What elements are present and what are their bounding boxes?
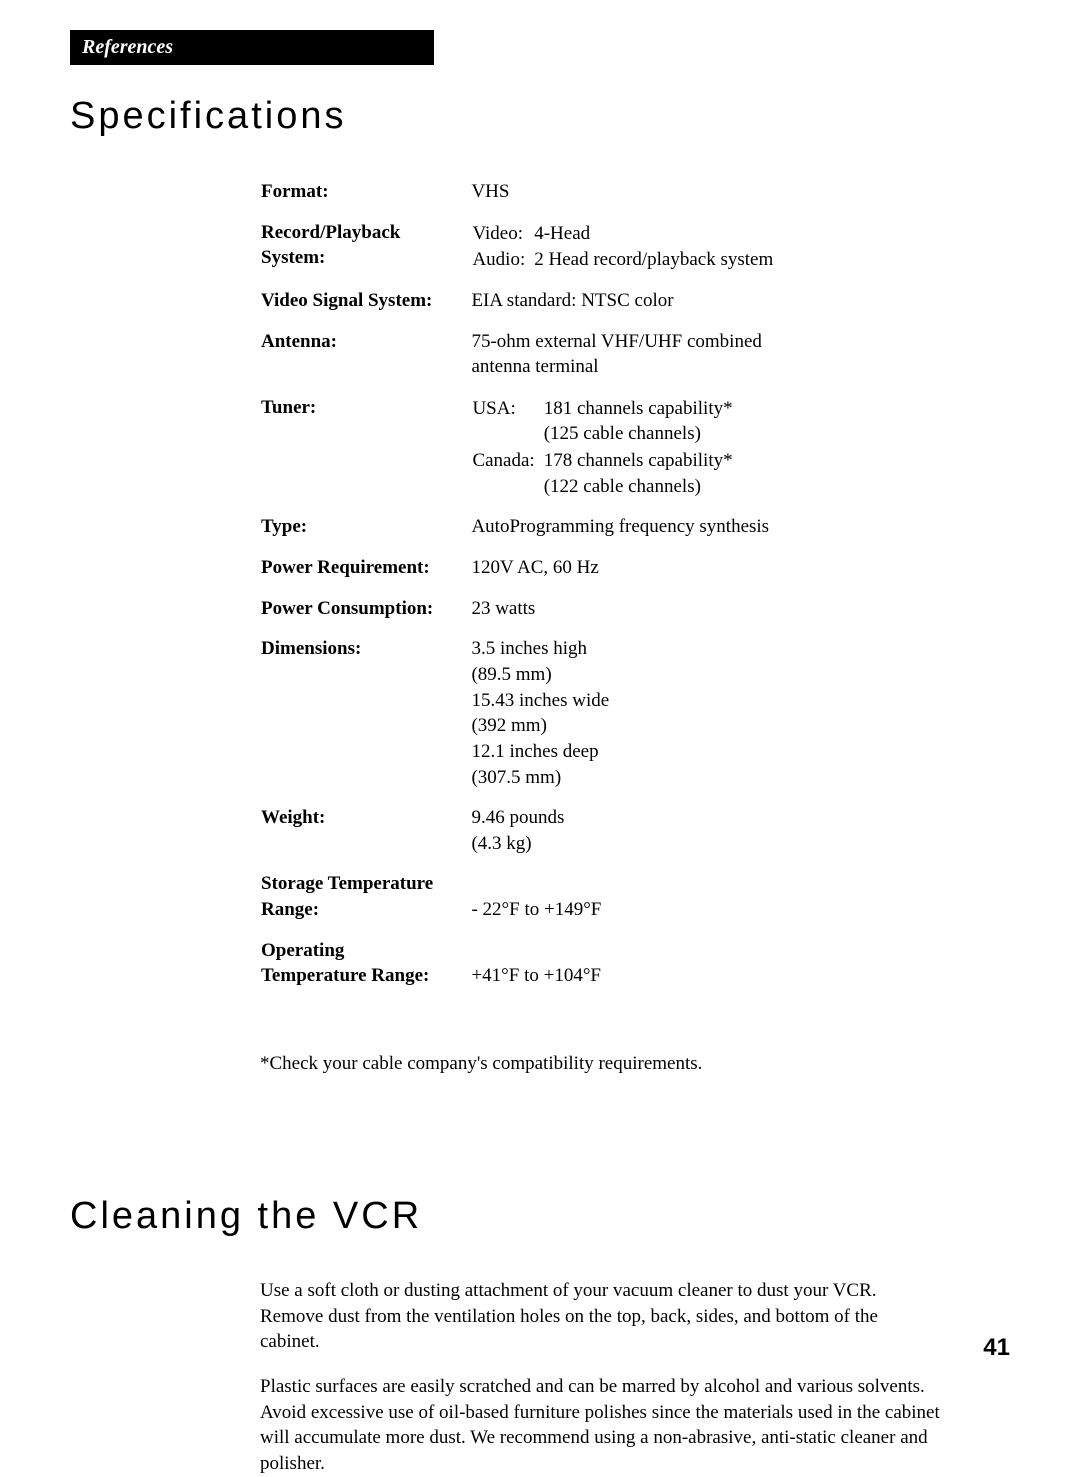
table-row: Tuner: USA: 181 channels capability* (12… — [260, 394, 940, 514]
spec-value: 23 watts — [470, 595, 940, 636]
spec-label-line: Storage Temperature — [261, 873, 433, 894]
spec-value-line: 181 channels capability* — [544, 398, 733, 419]
inner-key: USA: — [471, 395, 542, 447]
spec-value: USA: 181 channels capability* (125 cable… — [470, 394, 940, 514]
spec-label: Power Consumption: — [260, 595, 470, 636]
spec-value: EIA standard: NTSC color — [470, 287, 940, 328]
spec-value: AutoProgramming frequency synthesis — [470, 513, 940, 554]
table-row: Type: AutoProgramming frequency synthesi… — [260, 513, 940, 554]
spec-label: Dimensions: — [260, 635, 470, 804]
table-row: Format: VHS — [260, 178, 940, 219]
table-row: Weight: 9.46 pounds (4.3 kg) — [260, 804, 940, 870]
spec-label: Format: — [260, 178, 470, 219]
spec-value-line: (4.3 kg) — [471, 833, 531, 854]
page-number: 41 — [983, 1334, 1010, 1362]
spec-label: Video Signal System: — [260, 287, 470, 328]
table-row: Dimensions: 3.5 inches high (89.5 mm) 15… — [260, 635, 940, 804]
spec-label: Power Requirement: — [260, 554, 470, 595]
spec-value-line: (125 cable channels) — [544, 423, 701, 444]
spec-value: - 22°F to +149°F — [470, 870, 940, 936]
section-header: References — [70, 30, 434, 65]
footnote: *Check your cable company's compatibilit… — [260, 1053, 1010, 1075]
spec-value-line: (122 cable channels) — [544, 476, 701, 497]
spec-label: Antenna: — [260, 328, 470, 394]
table-row: Antenna: 75-ohm external VHF/UHF combine… — [260, 328, 940, 394]
spec-value-line: (392 mm) — [471, 715, 546, 736]
inner-table: USA: 181 channels capability* (125 cable… — [471, 395, 740, 500]
spec-value-line: (89.5 mm) — [471, 664, 551, 685]
spec-value-line: 3.5 inches high — [471, 638, 587, 659]
spec-label: Operating Temperature Range: — [260, 937, 470, 1003]
spec-label-line: Temperature Range: — [261, 965, 429, 986]
spec-label-line: System: — [261, 247, 325, 268]
table-row: Power Consumption: 23 watts — [260, 595, 940, 636]
specifications-table: Format: VHS Record/Playback System: Vide… — [260, 178, 940, 1003]
table-row: Operating Temperature Range: +41°F to +1… — [260, 937, 940, 1003]
spec-value-line: 9.46 pounds — [471, 807, 564, 828]
spec-value: 120V AC, 60 Hz — [470, 554, 940, 595]
inner-val: 4-Head — [533, 220, 781, 247]
cleaning-title: Cleaning the VCR — [70, 1195, 1010, 1238]
table-row: Storage Temperature Range: - 22°F to +14… — [260, 870, 940, 936]
inner-key: Canada: — [471, 447, 542, 499]
spec-label: Storage Temperature Range: — [260, 870, 470, 936]
inner-val: 181 channels capability* (125 cable chan… — [543, 395, 741, 447]
spec-label: Tuner: — [260, 394, 470, 514]
table-row: Power Requirement: 120V AC, 60 Hz — [260, 554, 940, 595]
spec-label-line: Record/Playback — [261, 222, 400, 243]
spec-label: Weight: — [260, 804, 470, 870]
spec-value-line: (307.5 mm) — [471, 767, 561, 788]
spec-value: 75-ohm external VHF/UHF combined antenna… — [470, 328, 940, 394]
table-row: Record/Playback System: Video:4-Head Aud… — [260, 219, 940, 287]
spec-label: Record/Playback System: — [260, 219, 470, 287]
spec-value: Video:4-Head Audio:2 Head record/playbac… — [470, 219, 940, 287]
spec-label-line: Range: — [261, 899, 319, 920]
cleaning-section: Cleaning the VCR Use a soft cloth or dus… — [70, 1195, 1010, 1476]
inner-key: Video: — [471, 220, 533, 247]
spec-value: +41°F to +104°F — [470, 937, 940, 1003]
inner-key: Audio: — [471, 246, 533, 273]
spec-value-line: 15.43 inches wide — [471, 690, 609, 711]
inner-val: 2 Head record/playback system — [533, 246, 781, 273]
spec-value-line: 178 channels capability* — [544, 450, 733, 471]
table-row: Video Signal System: EIA standard: NTSC … — [260, 287, 940, 328]
page: References Specifications Format: VHS Re… — [0, 0, 1080, 1397]
specifications-title: Specifications — [70, 95, 1010, 138]
spec-label-line: Operating — [261, 940, 344, 961]
spec-value: 3.5 inches high (89.5 mm) 15.43 inches w… — [470, 635, 940, 804]
spec-label: Type: — [260, 513, 470, 554]
spec-value-line: 12.1 inches deep — [471, 741, 598, 762]
spec-value: 9.46 pounds (4.3 kg) — [470, 804, 940, 870]
spec-value: VHS — [470, 178, 940, 219]
inner-val: 178 channels capability* (122 cable chan… — [543, 447, 741, 499]
body-paragraph: Use a soft cloth or dusting attachment o… — [260, 1278, 940, 1355]
body-paragraph: Plastic surfaces are easily scratched an… — [260, 1374, 940, 1477]
spec-value-line: 75-ohm external VHF/UHF combined — [471, 331, 761, 352]
spec-value-line: antenna terminal — [471, 356, 598, 377]
inner-table: Video:4-Head Audio:2 Head record/playbac… — [471, 220, 781, 273]
